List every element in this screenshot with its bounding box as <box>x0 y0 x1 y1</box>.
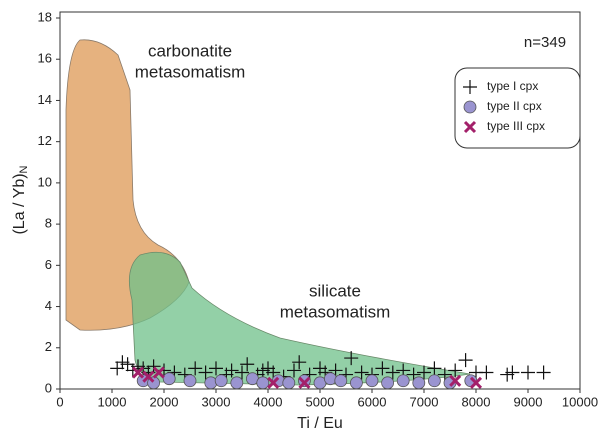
point <box>344 351 359 366</box>
y-tick-label: 2 <box>45 339 52 354</box>
y-tick-label: 12 <box>38 133 52 148</box>
x-tick-label: 6000 <box>358 394 387 409</box>
field-label: metasomatism <box>280 302 391 321</box>
field-label: metasomatism <box>135 62 246 81</box>
x-tick-label: 2000 <box>150 394 179 409</box>
point <box>334 374 348 388</box>
point <box>323 372 337 386</box>
x-tick-label: 10000 <box>562 394 598 409</box>
point <box>224 363 239 378</box>
point <box>354 365 369 380</box>
legend-marker <box>463 100 477 114</box>
point <box>198 365 213 380</box>
point <box>427 361 442 376</box>
point <box>385 365 400 380</box>
y-tick-label: 10 <box>38 174 52 189</box>
point <box>449 374 462 387</box>
point <box>282 376 296 390</box>
field-label: carbonatite <box>148 41 232 60</box>
point <box>142 370 155 383</box>
point <box>536 365 551 380</box>
point <box>287 363 301 378</box>
point <box>146 359 161 374</box>
y-axis-label-main: (La / Yb) <box>11 173 28 234</box>
point <box>230 376 244 390</box>
point <box>375 361 390 376</box>
y-tick-label: 16 <box>38 51 52 66</box>
point <box>162 372 176 386</box>
y-tick-label: 18 <box>38 9 52 24</box>
y-tick-label: 8 <box>45 216 52 231</box>
x-tick-label: 0 <box>56 394 63 409</box>
point <box>427 374 441 388</box>
x-tick-label: 4000 <box>254 394 283 409</box>
y-axis-label-sub: N <box>18 165 30 173</box>
point <box>188 361 203 376</box>
point <box>412 376 426 390</box>
point <box>365 374 379 388</box>
point <box>240 357 255 372</box>
y-axis-label: (La / Yb)N <box>11 165 30 234</box>
y-tick-label: 4 <box>45 298 52 313</box>
point <box>292 355 307 370</box>
x-tick-label: 7000 <box>410 394 439 409</box>
x-tick-label: 8000 <box>462 394 491 409</box>
point <box>479 365 494 380</box>
y-tick-label: 6 <box>45 257 52 272</box>
point <box>214 374 228 388</box>
legend-label: type II cpx <box>487 99 542 113</box>
y-tick-label: 0 <box>45 380 52 395</box>
point <box>469 376 483 389</box>
point <box>152 366 165 379</box>
sample-count: n=349 <box>524 34 566 51</box>
point <box>381 376 395 390</box>
point <box>298 376 311 389</box>
point <box>521 365 535 380</box>
x-tick-label: 3000 <box>202 394 231 409</box>
point <box>209 361 223 376</box>
legend-label: type I cpx <box>487 79 538 93</box>
x-tick-label: 1000 <box>98 394 127 409</box>
point <box>396 374 410 388</box>
legend-label: type III cpx <box>487 119 545 133</box>
x-tick-label: 9000 <box>514 394 543 409</box>
point <box>349 376 363 390</box>
y-tick-label: 14 <box>38 92 52 107</box>
point <box>448 363 463 378</box>
legend-marker <box>463 120 477 134</box>
point <box>131 366 145 379</box>
x-tick-label: 5000 <box>306 394 335 409</box>
point <box>256 376 270 390</box>
point <box>235 365 249 380</box>
point <box>505 365 520 380</box>
point <box>417 365 431 380</box>
x-axis-label: Ti / Eu <box>297 415 343 432</box>
point <box>267 376 280 389</box>
point <box>204 376 218 390</box>
point <box>183 374 197 388</box>
legend-box <box>454 67 581 149</box>
legend-marker <box>463 80 477 94</box>
field-label: silicate <box>309 281 361 300</box>
point <box>458 353 473 368</box>
